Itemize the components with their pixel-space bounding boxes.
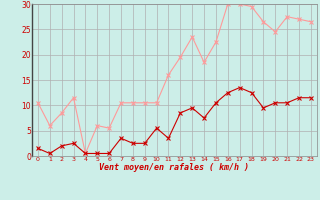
- X-axis label: Vent moyen/en rafales ( km/h ): Vent moyen/en rafales ( km/h ): [100, 163, 249, 172]
